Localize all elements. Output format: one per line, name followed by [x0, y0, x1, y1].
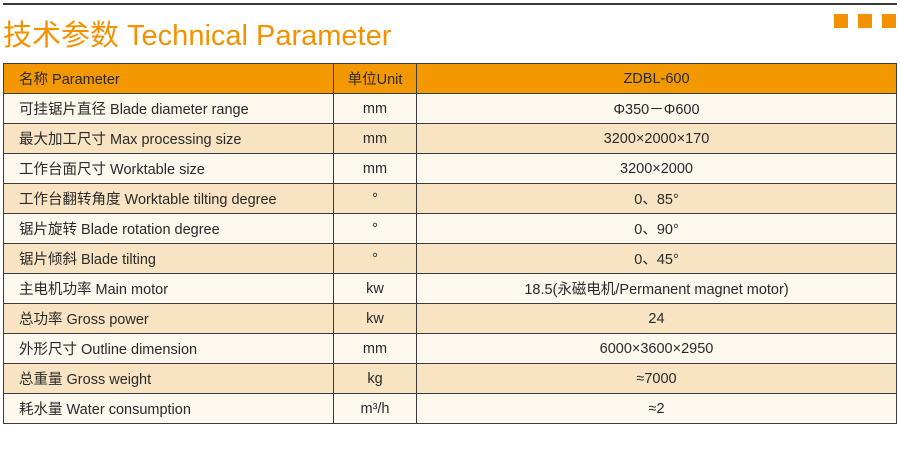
top-divider [3, 3, 897, 5]
param-name: 总重量 Gross weight [3, 363, 334, 394]
param-name: 锯片倾斜 Blade tilting [3, 243, 334, 274]
table-row: 锯片旋转 Blade rotation degree ° 0、90° [3, 213, 897, 244]
table-row: 可挂锯片直径 Blade diameter range mm Φ350－Φ600 [3, 93, 897, 124]
table-row: 工作台翻转角度 Worktable tilting degree ° 0、85° [3, 183, 897, 214]
param-name: 外形尺寸 Outline dimension [3, 333, 334, 364]
param-name: 工作台翻转角度 Worktable tilting degree [3, 183, 334, 214]
param-name: 可挂锯片直径 Blade diameter range [3, 93, 334, 124]
decorative-squares [834, 14, 896, 28]
table-row: 工作台面尺寸 Worktable size mm 3200×2000 [3, 153, 897, 184]
param-name: 最大加工尺寸 Max processing size [3, 123, 334, 154]
param-value: 0、45° [416, 243, 897, 274]
param-value: ≈2 [416, 393, 897, 424]
param-name: 主电机功率 Main motor [3, 273, 334, 304]
param-unit: ° [333, 243, 417, 274]
header-model: ZDBL-600 [416, 63, 897, 94]
param-name: 工作台面尺寸 Worktable size [3, 153, 334, 184]
param-unit: kw [333, 273, 417, 304]
param-name: 耗水量 Water consumption [3, 393, 334, 424]
param-unit: mm [333, 153, 417, 184]
table-row: 最大加工尺寸 Max processing size mm 3200×2000×17… [3, 123, 897, 154]
param-value: 0、90° [416, 213, 897, 244]
header-name: 名称 Parameter [3, 63, 334, 94]
param-unit: ° [333, 183, 417, 214]
square-icon [858, 14, 872, 28]
param-value: 3200×2000 [416, 153, 897, 184]
square-icon [882, 14, 896, 28]
param-unit: kg [333, 363, 417, 394]
param-unit: ° [333, 213, 417, 244]
table-row: 总功率 Gross power kw 24 [3, 303, 897, 334]
param-unit: mm [333, 93, 417, 124]
page-title: 技术参数 Technical Parameter [3, 20, 392, 52]
param-value: 6000×3600×2950 [416, 333, 897, 364]
square-icon [834, 14, 848, 28]
header-unit: 单位Unit [333, 63, 417, 94]
param-value: 3200×2000×170 [416, 123, 897, 154]
param-unit: mm [333, 333, 417, 364]
parameter-table: 名称 Parameter 单位Unit ZDBL-600 可挂锯片直径 Blad… [3, 63, 897, 424]
param-value: 24 [416, 303, 897, 334]
param-name: 总功率 Gross power [3, 303, 334, 334]
table-row: 总重量 Gross weight kg ≈7000 [3, 363, 897, 394]
table-row: 主电机功率 Main motor kw 18.5(永磁电机/Permanent ma… [3, 273, 897, 304]
table-row: 外形尺寸 Outline dimension mm 6000×3600×2950 [3, 333, 897, 364]
param-unit: mm [333, 123, 417, 154]
param-unit: m³/h [333, 393, 417, 424]
table-row: 耗水量 Water consumption m³/h ≈2 [3, 393, 897, 424]
param-value: 18.5(永磁电机/Permanent magnet motor) [416, 273, 897, 304]
param-unit: kw [333, 303, 417, 334]
param-value: ≈7000 [416, 363, 897, 394]
param-value: 0、85° [416, 183, 897, 214]
table-row: 锯片倾斜 Blade tilting ° 0、45° [3, 243, 897, 274]
param-value: Φ350－Φ600 [416, 93, 897, 124]
table-header: 名称 Parameter 单位Unit ZDBL-600 [3, 63, 897, 94]
param-name: 锯片旋转 Blade rotation degree [3, 213, 334, 244]
